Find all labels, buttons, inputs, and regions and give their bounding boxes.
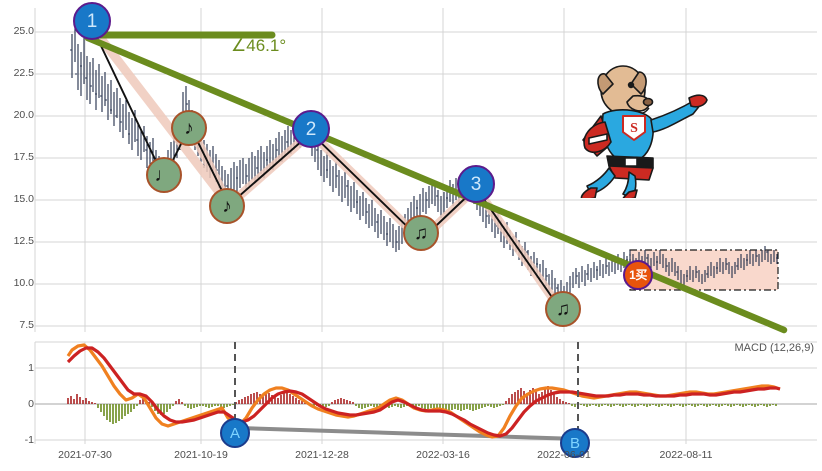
y-tick-17-5: 17.5	[13, 151, 34, 163]
svg-text:S: S	[630, 121, 638, 136]
pivot-marker-3[interactable]: 3	[457, 165, 495, 203]
macd-legend-label: MACD (12,26,9)	[734, 342, 814, 354]
y-tick-10: 10.0	[13, 277, 34, 289]
pivot-marker-2[interactable]: 2	[292, 110, 330, 148]
x-tick-4: 2022-06-01	[537, 449, 591, 461]
note-marker-d[interactable]: ♫	[403, 215, 439, 251]
candlestick-open-close-ticks	[70, 49, 778, 295]
downtrend-line	[84, 34, 788, 334]
macd-chart-panel: MACD (12,26,9) 1 0 -1 A B 2021-07-30 202…	[0, 336, 822, 471]
note-marker-e[interactable]: ♫	[545, 291, 581, 327]
note-marker-c[interactable]: ♪	[209, 188, 245, 224]
note-marker-a[interactable]: ♩	[146, 157, 182, 193]
y-tick-22-5: 22.5	[13, 67, 34, 79]
y-tick-12-5: 12.5	[13, 235, 34, 247]
divergence-marker-b[interactable]: B	[560, 428, 590, 458]
y-tick-25: 25.0	[13, 25, 34, 37]
macd-y-tick-1: 1	[28, 362, 34, 374]
macd-divergence-line	[236, 426, 580, 441]
y-tick-15: 15.0	[13, 193, 34, 205]
note-marker-b[interactable]: ♪	[171, 110, 207, 146]
divergence-marker-a[interactable]: A	[220, 418, 250, 448]
buy-signal-marker[interactable]: 1买	[623, 260, 653, 290]
x-tick-1: 2021-10-19	[174, 449, 228, 461]
x-tick-3: 2022-03-16	[416, 449, 470, 461]
pivot-marker-1[interactable]: 1	[73, 2, 111, 40]
y-tick-7-5: 7.5	[19, 319, 34, 331]
x-tick-0: 2021-07-30	[58, 449, 112, 461]
price-chart-panel: S ∠46.1° 25.0	[13, 2, 817, 334]
macd-y-tick-0: 0	[28, 398, 34, 410]
macd-y-tick-neg-1: -1	[24, 434, 34, 446]
angle-annotation: ∠46.1°	[231, 36, 287, 55]
x-tick-2: 2021-12-28	[295, 449, 349, 461]
x-tick-5: 2022-08-11	[659, 449, 713, 461]
superhero-dog-mascot: S	[580, 65, 708, 198]
y-tick-20: 20.0	[13, 109, 34, 121]
macd-dea-line	[66, 346, 781, 438]
macd-plot-svg	[34, 341, 817, 444]
